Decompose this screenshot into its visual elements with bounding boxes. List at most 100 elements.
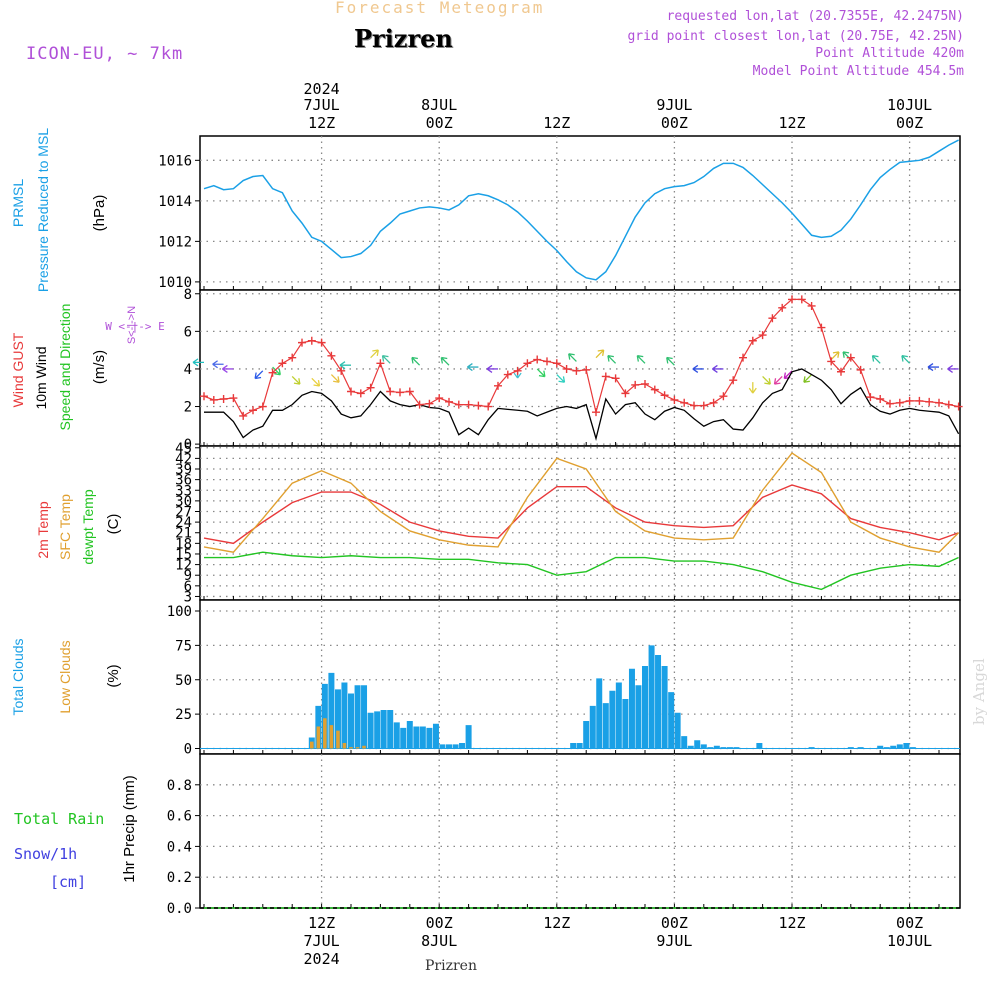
- total-cloud-bar: [848, 747, 854, 748]
- total-cloud-bar: [688, 746, 694, 749]
- y-tick-label: 1012: [158, 234, 192, 250]
- low-cloud-bar: [362, 746, 366, 749]
- temp-sfc-label: SFC Temp: [57, 494, 73, 560]
- temp-2m-label: 2m Temp: [35, 501, 51, 559]
- total-cloud-bar: [655, 655, 661, 749]
- panel-frame: [200, 290, 960, 446]
- total-cloud-bar: [897, 744, 903, 748]
- total-cloud-bar: [707, 747, 713, 748]
- total-cloud-bar: [858, 747, 864, 748]
- panel-precipitation: [195, 754, 960, 908]
- top-hour-label: 12Z: [308, 114, 335, 132]
- low-cloud-bar: [356, 747, 360, 748]
- rain-label: Total Rain: [14, 810, 104, 828]
- y-tick-label: 45: [175, 441, 192, 457]
- panel-frame: [200, 754, 960, 908]
- total-cloud-bar: [877, 746, 883, 749]
- y-tick-label: 1016: [158, 153, 192, 169]
- total-cloud-bar: [727, 747, 733, 748]
- y-tick-label: 100: [167, 604, 192, 620]
- y-tick-label: 6: [184, 324, 192, 340]
- panel-frame: [200, 600, 960, 754]
- low-cloud-bar: [330, 725, 334, 748]
- dewpoint-label: dewpt Temp: [80, 489, 96, 564]
- low-cloud-bar: [317, 727, 321, 749]
- total-cloud-bar: [629, 669, 635, 749]
- total-cloud-bar: [590, 706, 596, 749]
- total-cloud-bar: [466, 725, 472, 748]
- panel-temperature: [195, 446, 960, 600]
- total-cloud-bar: [420, 727, 426, 749]
- wind-label: 10m Wind: [33, 346, 49, 409]
- bottom-day-label: 8JUL: [421, 932, 457, 950]
- total-cloud-bar: [714, 746, 720, 749]
- top-hour-label: 00Z: [896, 114, 923, 132]
- snow-unit-label: [cm]: [50, 873, 86, 891]
- total-cloud-bar: [596, 678, 602, 748]
- y-tick-label: 0.4: [167, 839, 192, 855]
- low-cloud-bar: [336, 731, 340, 749]
- total-cloud-bar: [355, 685, 361, 748]
- bottom-day-label: 7JUL: [304, 932, 340, 950]
- y-tick-label: 25: [175, 707, 192, 723]
- top-day-label: 10JUL: [887, 96, 932, 114]
- total-cloud-bar: [577, 743, 583, 749]
- total-cloud-bar: [733, 747, 739, 748]
- total-cloud-bar: [616, 683, 622, 749]
- compass-vertical: S<-|->N: [126, 306, 138, 344]
- top-day-label: 8JUL: [421, 96, 457, 114]
- bottom-day-label: 9JUL: [656, 932, 692, 950]
- total-cloud-bar: [681, 736, 687, 748]
- wind-dir-label: Speed and Direction: [57, 304, 73, 431]
- total-cloud-bar: [381, 710, 387, 749]
- total-cloud-bar: [433, 724, 439, 749]
- panel-wind: [195, 290, 960, 446]
- bottom-hour-label: 00Z: [896, 914, 923, 932]
- total-cloud-bar: [341, 683, 347, 749]
- bottom-hour-label: 12Z: [543, 914, 570, 932]
- total-cloud-bar: [439, 744, 445, 748]
- low-cloud-bar: [323, 718, 327, 748]
- total-cloud-bar: [890, 746, 896, 749]
- y-tick-label: 2: [184, 400, 192, 416]
- wind-unit-label: (m/s): [91, 350, 108, 384]
- total-cloud-bar: [668, 692, 674, 748]
- pressure-label: PRMSL: [10, 179, 26, 227]
- total-cloud-bar: [720, 747, 726, 748]
- total-cloud-bar: [809, 747, 815, 748]
- total-cloud-bar: [675, 713, 681, 749]
- panel-clouds: [195, 600, 960, 754]
- snow-label: Snow/1h: [14, 845, 77, 863]
- y-tick-label: 0.0: [167, 901, 192, 917]
- precip-unit-label: 1hr Precip (mm): [121, 775, 138, 883]
- bottom-hour-label: 00Z: [426, 914, 453, 932]
- cloud-unit-label: (%): [105, 664, 122, 687]
- total-cloud-bar: [884, 747, 890, 748]
- total-cloud-bar: [583, 721, 589, 749]
- total-cloud-bar: [446, 744, 452, 748]
- total-cloud-bar: [348, 694, 354, 749]
- bottom-hour-label: 00Z: [661, 914, 688, 932]
- total-cloud-bar: [662, 666, 668, 749]
- total-cloud-bar: [459, 743, 465, 749]
- total-cloud-bar: [453, 744, 459, 748]
- top-hour-label: 12Z: [778, 114, 805, 132]
- total-cloud-bar: [368, 713, 374, 749]
- total-cloud-bar: [603, 703, 609, 748]
- total-cloud-bar: [400, 728, 406, 749]
- bottom-day-label: 10JUL: [887, 932, 932, 950]
- total-cloud-bar: [649, 645, 655, 748]
- y-tick-label: 1014: [158, 194, 192, 210]
- meteogram-chart: 1010101210141016024683691215182124273033…: [0, 0, 1000, 1000]
- total-cloud-bar: [426, 728, 432, 749]
- total-cloud-bar: [622, 699, 628, 749]
- total-cloud-bar: [635, 685, 641, 748]
- total-cloud-bar: [407, 721, 413, 749]
- y-tick-label: 75: [175, 638, 192, 654]
- total-cloud-bar: [413, 727, 419, 749]
- total-cloud-bar: [701, 744, 707, 748]
- pressure-full-label: Pressure Reduced to MSL: [35, 128, 51, 292]
- bottom-hour-label: 12Z: [308, 914, 335, 932]
- total-clouds-label: Total Clouds: [10, 638, 26, 715]
- total-cloud-bar: [387, 710, 393, 749]
